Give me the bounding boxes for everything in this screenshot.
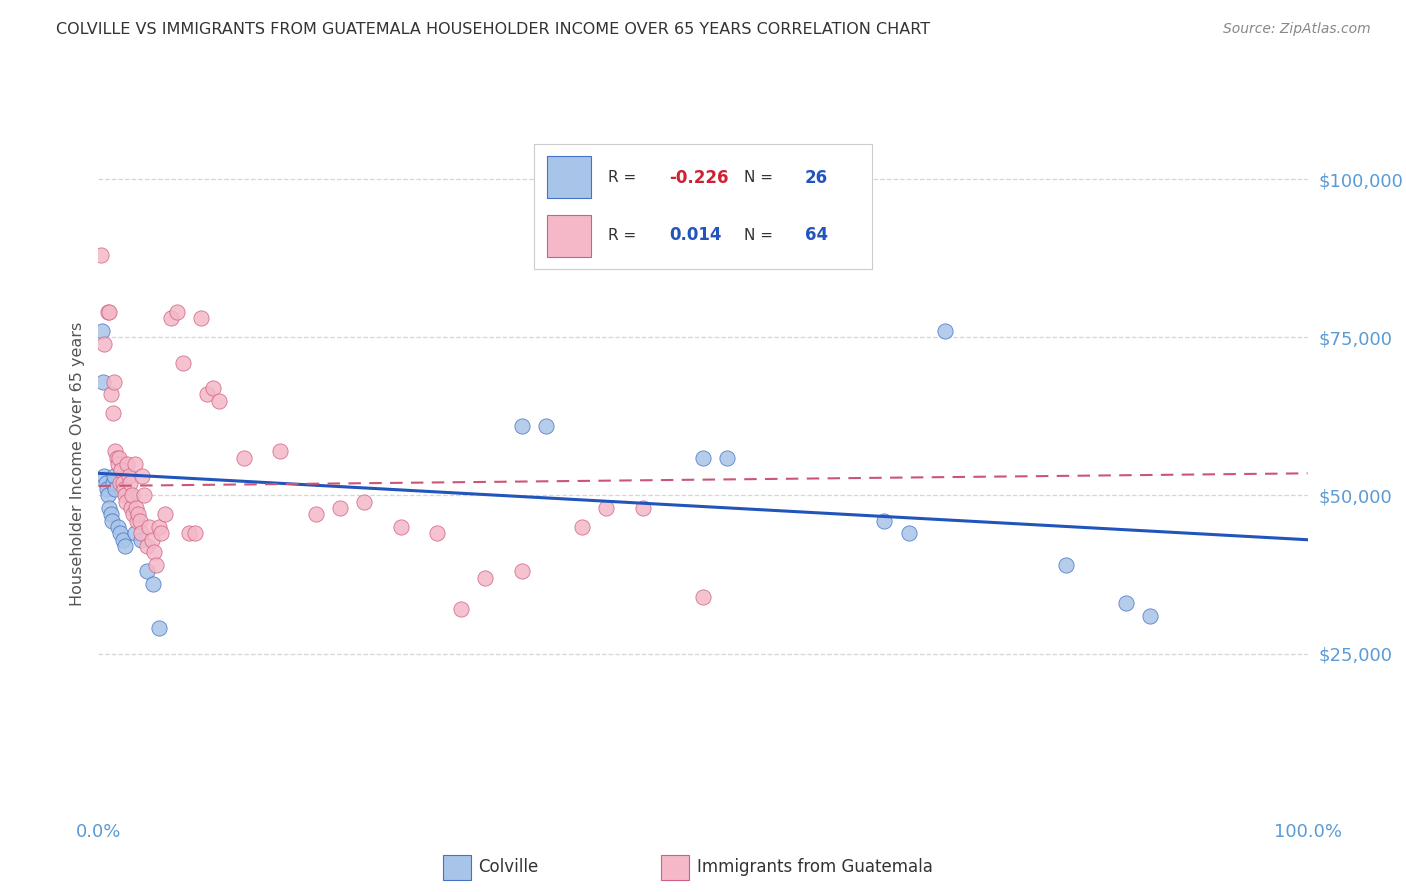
Point — [135, 565, 157, 579]
Point — [114, 539, 136, 553]
Point — [112, 482, 135, 496]
Point — [510, 565, 533, 579]
Point — [534, 418, 557, 433]
Point — [120, 501, 142, 516]
Point — [93, 469, 115, 483]
Point — [121, 488, 143, 502]
Point — [100, 387, 122, 401]
Text: Immigrants from Guatemala: Immigrants from Guatemala — [697, 858, 934, 876]
Point — [104, 444, 127, 458]
Point — [107, 520, 129, 534]
Point — [118, 488, 141, 502]
Point — [96, 482, 118, 496]
Point — [389, 520, 412, 534]
Point — [122, 508, 145, 522]
Y-axis label: Householder Income Over 65 years: Householder Income Over 65 years — [69, 322, 84, 606]
Point — [104, 482, 127, 496]
Point — [202, 381, 225, 395]
Point — [142, 577, 165, 591]
Point — [166, 305, 188, 319]
Point — [232, 450, 254, 465]
Point — [101, 406, 124, 420]
Point — [1115, 596, 1137, 610]
Point — [118, 469, 141, 483]
Point — [595, 501, 617, 516]
Point — [510, 418, 533, 433]
Point — [195, 387, 218, 401]
Point — [190, 311, 212, 326]
Point — [125, 501, 148, 516]
Point — [148, 520, 170, 534]
Point — [474, 571, 496, 585]
Point — [127, 508, 149, 522]
Point — [110, 463, 132, 477]
Point — [115, 495, 138, 509]
Point — [107, 457, 129, 471]
Point — [129, 533, 152, 547]
Point — [93, 336, 115, 351]
Text: COLVILLE VS IMMIGRANTS FROM GUATEMALA HOUSEHOLDER INCOME OVER 65 YEARS CORRELATI: COLVILLE VS IMMIGRANTS FROM GUATEMALA HO… — [56, 22, 931, 37]
Point — [897, 526, 920, 541]
Point — [118, 475, 141, 490]
Point — [135, 539, 157, 553]
Point — [692, 450, 714, 465]
Point — [101, 475, 124, 490]
Point — [305, 508, 328, 522]
Point — [450, 602, 472, 616]
Point — [1139, 608, 1161, 623]
Point — [98, 501, 121, 516]
Point — [98, 305, 121, 319]
Point — [124, 457, 146, 471]
Point — [329, 501, 352, 516]
Point — [141, 533, 163, 547]
Point — [128, 514, 150, 528]
Point — [97, 488, 120, 502]
Point — [184, 526, 207, 541]
Text: Colville: Colville — [478, 858, 538, 876]
Point — [177, 526, 201, 541]
Point — [127, 514, 149, 528]
Point — [138, 520, 160, 534]
Point — [631, 501, 654, 516]
Point — [208, 393, 231, 408]
Point — [131, 469, 153, 483]
Point — [148, 621, 170, 635]
Point — [108, 450, 131, 465]
Point — [129, 526, 152, 541]
Point — [114, 488, 136, 502]
Point — [100, 508, 122, 522]
Point — [90, 248, 112, 262]
Text: Source: ZipAtlas.com: Source: ZipAtlas.com — [1223, 22, 1371, 37]
Point — [105, 450, 128, 465]
Point — [134, 488, 156, 502]
Point — [172, 356, 194, 370]
Point — [111, 533, 134, 547]
Point — [117, 457, 139, 471]
Point — [97, 305, 120, 319]
Point — [426, 526, 449, 541]
Point — [160, 311, 183, 326]
Point — [94, 475, 117, 490]
Point — [124, 526, 146, 541]
Point — [1054, 558, 1077, 572]
Point — [153, 508, 176, 522]
Point — [692, 590, 714, 604]
Point — [111, 475, 134, 490]
Point — [100, 514, 122, 528]
Point — [150, 526, 173, 541]
Point — [571, 520, 593, 534]
Point — [143, 545, 166, 559]
Point — [269, 444, 291, 458]
Point — [103, 469, 125, 483]
Point — [716, 450, 738, 465]
Point — [108, 526, 131, 541]
Point — [145, 558, 167, 572]
Point — [108, 475, 131, 490]
Point — [873, 514, 896, 528]
Point — [91, 375, 114, 389]
Point — [353, 495, 375, 509]
Point — [91, 324, 114, 338]
Point — [934, 324, 956, 338]
Point — [103, 375, 125, 389]
